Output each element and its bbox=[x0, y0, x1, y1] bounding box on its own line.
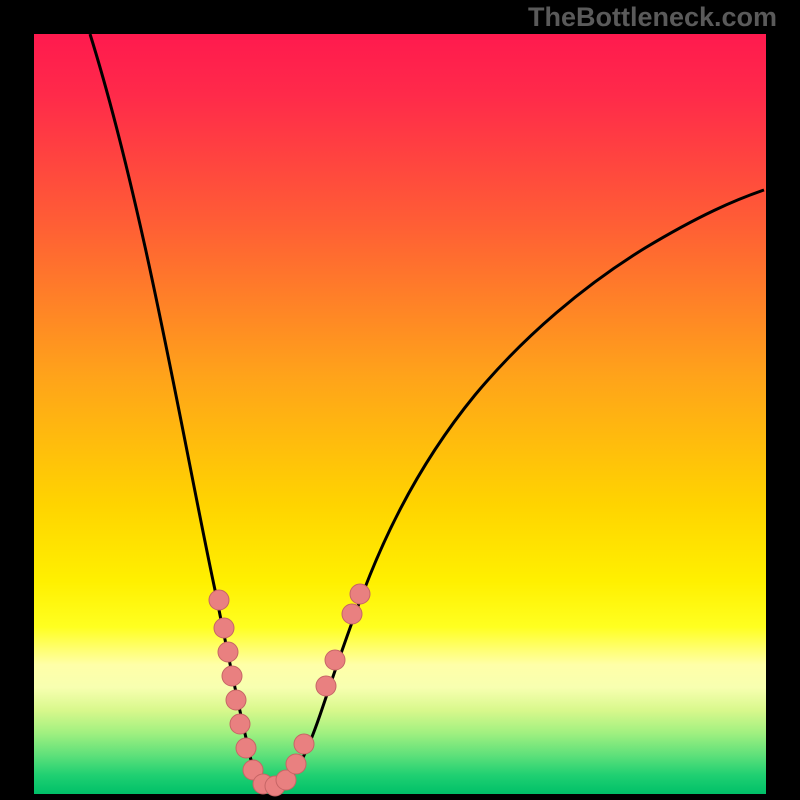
curve-marker bbox=[316, 676, 336, 696]
curve-marker bbox=[218, 642, 238, 662]
curve-marker bbox=[236, 738, 256, 758]
chart-svg bbox=[0, 0, 800, 800]
curve-marker bbox=[294, 734, 314, 754]
curve-marker bbox=[214, 618, 234, 638]
curve-marker bbox=[286, 754, 306, 774]
curve-marker bbox=[350, 584, 370, 604]
curve-marker bbox=[230, 714, 250, 734]
curve-marker bbox=[209, 590, 229, 610]
curve-marker bbox=[342, 604, 362, 624]
curve-marker bbox=[222, 666, 242, 686]
chart-stage: TheBottleneck.com bbox=[0, 0, 800, 800]
plot-background bbox=[34, 34, 766, 794]
watermark-text: TheBottleneck.com bbox=[528, 2, 777, 33]
curve-marker bbox=[325, 650, 345, 670]
curve-marker bbox=[226, 690, 246, 710]
